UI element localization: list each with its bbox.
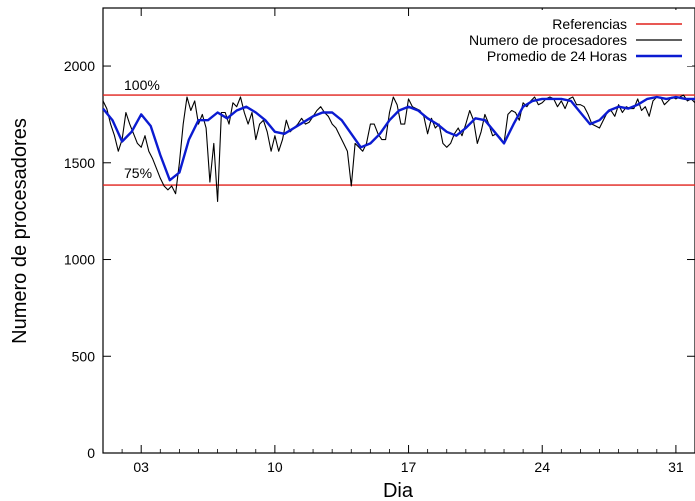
reference-line-label: 100% <box>124 77 160 93</box>
reference-lines: 100% 75% <box>103 77 695 186</box>
x-tick-label: 03 <box>133 459 149 475</box>
x-tick-label: 10 <box>267 459 283 475</box>
axis-ticks: 03 10 17 24 31 0 500 1000 1500 2000 <box>64 8 695 475</box>
series-line-processors <box>102 94 695 203</box>
y-tick-label: 0 <box>87 445 95 461</box>
x-tick-label: 31 <box>668 459 684 475</box>
x-tick-label: 17 <box>401 459 417 475</box>
reference-line-label: 75% <box>124 165 152 181</box>
legend-label: Referencias <box>552 16 627 32</box>
x-axis-title: Dia <box>383 480 414 501</box>
y-tick-label: 500 <box>72 348 96 364</box>
y-axis-title: Numero de procesadores <box>9 118 31 344</box>
series-layer <box>102 94 695 203</box>
y-tick-label: 2000 <box>64 58 95 74</box>
x-tick-label: 24 <box>534 459 550 475</box>
plot-frame <box>102 7 695 454</box>
y-tick-label: 1500 <box>64 155 95 171</box>
legend-label: Promedio de 24 Horas <box>487 48 627 64</box>
legend-label: Numero de procesadores <box>469 32 627 48</box>
series-line-average <box>102 95 695 182</box>
y-tick-label: 1000 <box>64 252 95 268</box>
